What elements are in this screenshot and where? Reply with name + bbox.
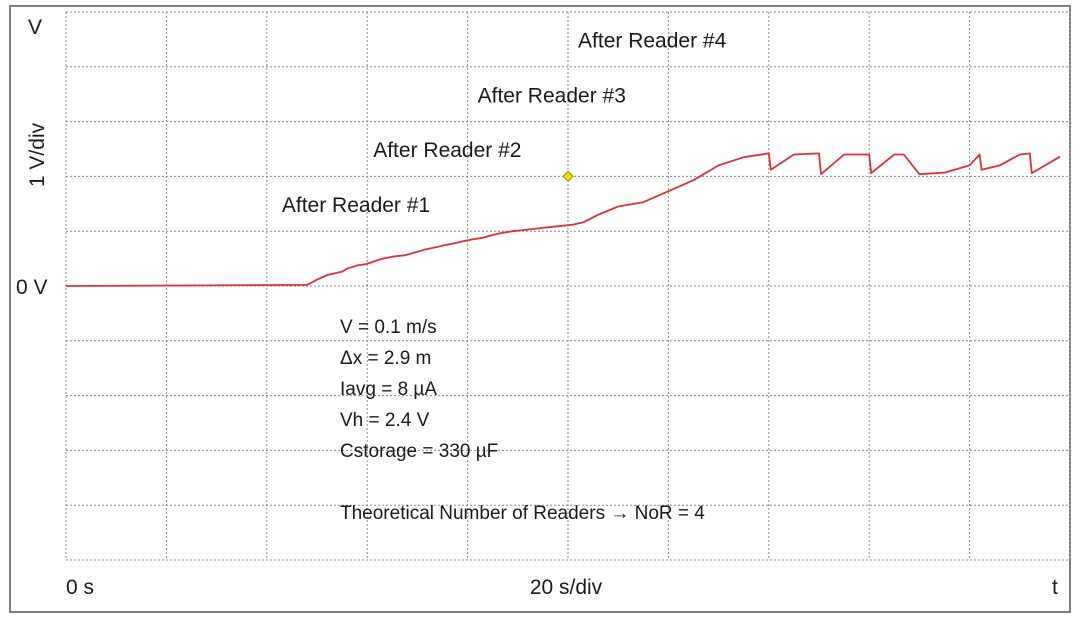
cursor-marker-diamond	[562, 170, 574, 183]
annotation-after-reader-1: After Reader #1	[282, 194, 430, 217]
annotation-after-reader-4: After Reader #4	[578, 30, 727, 53]
x-start-label: 0 s	[66, 576, 94, 599]
reader-annotations: After Reader #1 After Reader #2 After Read…	[282, 30, 727, 217]
parameter-line	[340, 472, 345, 493]
annotation-after-reader-3: After Reader #3	[478, 84, 626, 107]
x-end-label: t	[1052, 576, 1058, 599]
x-axis-label: 20 s/div	[530, 576, 603, 599]
cursor-marker	[562, 170, 574, 183]
parameter-line: Iavg = 8 µA	[340, 379, 437, 400]
parameter-block: V = 0.1 m/s Δx = 2.9 m Iavg = 8 µA Vh = 2.4…	[340, 317, 705, 524]
chart-border	[9, 5, 1071, 613]
parameter-line: Vh = 2.4 V	[340, 410, 430, 431]
y-unit-label: V	[28, 16, 42, 39]
voltage-series-line	[65, 152, 1061, 287]
annotation-after-reader-2: After Reader #2	[373, 139, 521, 162]
y-axis-label: 1 V/div	[26, 122, 49, 187]
y-zero-label: 0 V	[16, 276, 48, 299]
parameter-line: V = 0.1 m/s	[340, 317, 437, 338]
parameter-line: Cstorage = 330 µF	[340, 441, 498, 462]
parameter-line: Δx = 2.9 m	[340, 348, 431, 369]
parameter-line: Theoretical Number of Readers → NoR = 4	[340, 503, 705, 524]
